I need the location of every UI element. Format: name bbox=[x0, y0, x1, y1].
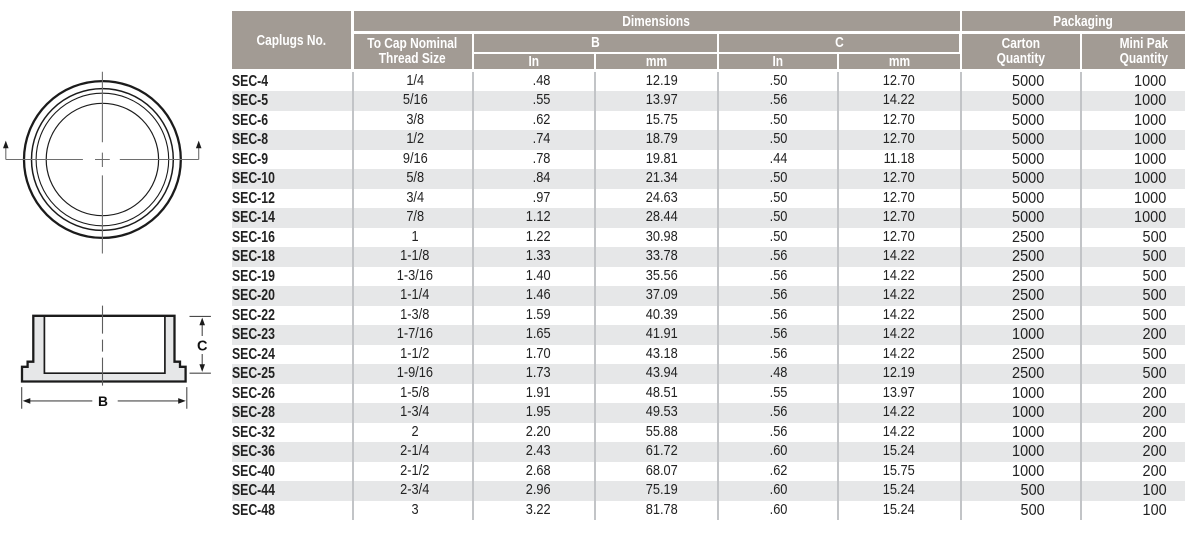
svg-text:C: C bbox=[197, 338, 208, 354]
svg-text:B: B bbox=[98, 394, 108, 409]
